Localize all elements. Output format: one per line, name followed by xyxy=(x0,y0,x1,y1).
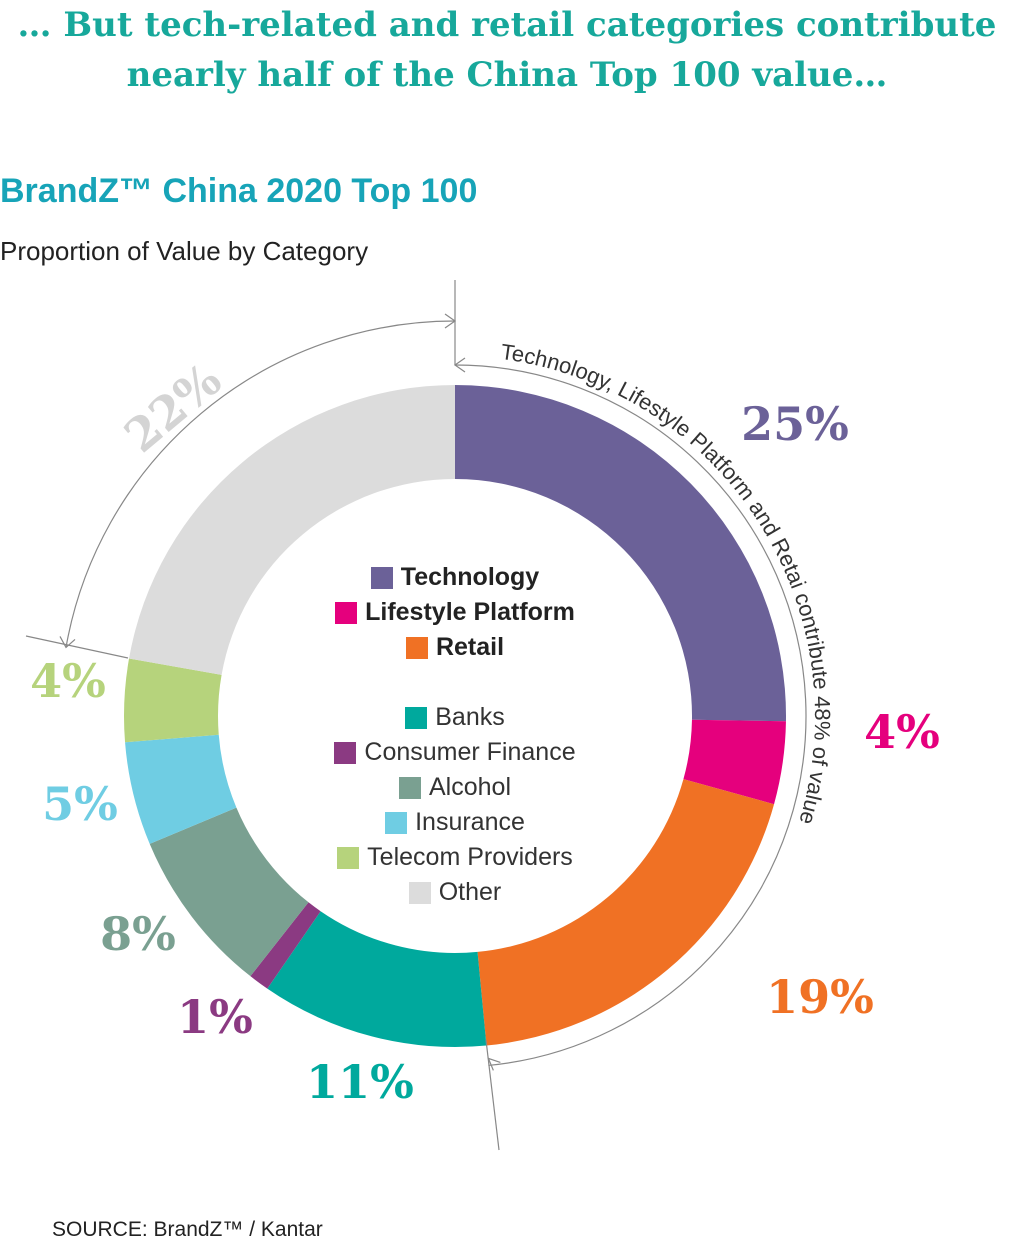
legend-item-technology: Technology xyxy=(210,560,700,595)
legend-label: Lifestyle Platform xyxy=(365,598,575,626)
headline: … But tech-related and retail categories… xyxy=(0,0,1014,100)
data-label-consumer-finance: 1% xyxy=(177,990,253,1044)
slice-insurance xyxy=(125,734,237,844)
data-label-retail: 19% xyxy=(766,970,874,1024)
legend-label: Insurance xyxy=(415,808,525,836)
data-label-banks: 11% xyxy=(306,1055,414,1109)
data-label-telecom-providers: 4% xyxy=(30,654,106,708)
slice-retail xyxy=(477,779,775,1046)
slice-lifestyle-platform xyxy=(683,719,786,805)
data-label-technology: 25% xyxy=(741,397,849,451)
source-note: SOURCE: BrandZ™ / Kantar xyxy=(52,1218,323,1241)
arrowhead-left-bottom xyxy=(59,636,76,649)
annotation-arc-left xyxy=(65,320,456,648)
legend-label: Banks xyxy=(435,703,505,731)
legend-item-alcohol: Alcohol xyxy=(210,770,700,805)
headline-line-1: … But tech-related and retail categories… xyxy=(17,5,997,45)
data-label-insurance: 5% xyxy=(42,777,118,831)
slice-telecom-providers xyxy=(123,658,222,743)
data-label-alcohol: 8% xyxy=(100,907,176,961)
legend-item-consumer-finance: Consumer Finance xyxy=(210,735,700,770)
chart-title: BrandZ™ China 2020 Top 100 xyxy=(0,172,478,210)
legend-item-retail: Retail xyxy=(210,630,700,665)
legend-swatch xyxy=(405,636,428,659)
legend-label: Other xyxy=(438,878,502,906)
legend-item-other: Other xyxy=(210,875,700,910)
legend-swatch xyxy=(335,601,358,624)
data-label-lifestyle-platform: 4% xyxy=(864,705,940,759)
legend-swatch xyxy=(337,846,360,869)
chart-legend: Technology Lifestyle Platform Retail Banks C… xyxy=(210,560,700,910)
legend-label: Consumer Finance xyxy=(364,738,576,766)
headline-line-2: nearly half of the China Top 100 value… xyxy=(126,55,888,95)
data-label-other: 22% xyxy=(114,352,231,463)
slice-other xyxy=(129,385,456,675)
legend-swatch xyxy=(405,706,428,729)
legend-item-lifestyle-platform: Lifestyle Platform xyxy=(210,595,700,630)
slice-technology xyxy=(455,385,786,722)
legend-item-telecom-providers: Telecom Providers xyxy=(210,840,700,875)
arrowhead-left-top xyxy=(444,313,457,329)
legend-swatch xyxy=(385,811,408,834)
legend-label: Technology xyxy=(400,563,540,591)
legend-label: Alcohol xyxy=(429,773,511,801)
legend-label: Telecom Providers xyxy=(367,843,573,871)
legend-item-banks: Banks xyxy=(210,700,700,735)
slice-consumer-finance xyxy=(250,902,321,989)
slice-banks xyxy=(267,911,487,1047)
divider-line-bottom xyxy=(485,1039,500,1151)
legend-label: Retail xyxy=(435,633,505,661)
legend-item-insurance: Insurance xyxy=(210,805,700,840)
slice-alcohol xyxy=(149,807,309,977)
chart-subtitle: Proportion of Value by Category xyxy=(0,236,369,266)
annotation-arc-right xyxy=(454,364,807,1067)
legend-swatch xyxy=(370,566,393,589)
divider-line-left xyxy=(25,635,129,659)
legend-swatch xyxy=(408,881,431,904)
legend-swatch xyxy=(334,741,357,764)
legend-swatch xyxy=(399,776,421,799)
